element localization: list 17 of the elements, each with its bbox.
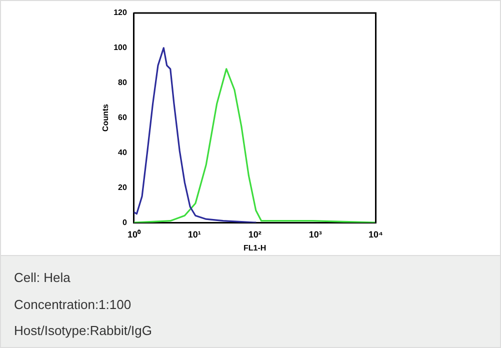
y-tick-label: 60 [118, 113, 128, 122]
y-tick-label: 120 [114, 8, 128, 18]
y-tick-label: 80 [118, 78, 128, 88]
y-tick-label: 40 [118, 148, 128, 157]
x-axis-title: FL1-H [244, 243, 266, 252]
y-tick-label: 20 [118, 182, 128, 192]
text: Host/Isotype:Rabbit/IgG [14, 322, 154, 340]
text: Cell: Hela [14, 269, 72, 287]
text: Concentration:1:100 [14, 296, 132, 314]
x-tick-label: 10² [248, 229, 262, 240]
x-tick-label: 10⁰ [127, 229, 142, 240]
x-tick-label: 10¹ [188, 229, 201, 240]
x-tick-label: 10³ [308, 229, 322, 240]
y-tick-label: 0 [122, 218, 128, 227]
y-tick-label: 100 [114, 43, 128, 52]
y-axis-title: Counts [101, 103, 110, 132]
x-tick-label: 10⁴ [368, 229, 384, 240]
